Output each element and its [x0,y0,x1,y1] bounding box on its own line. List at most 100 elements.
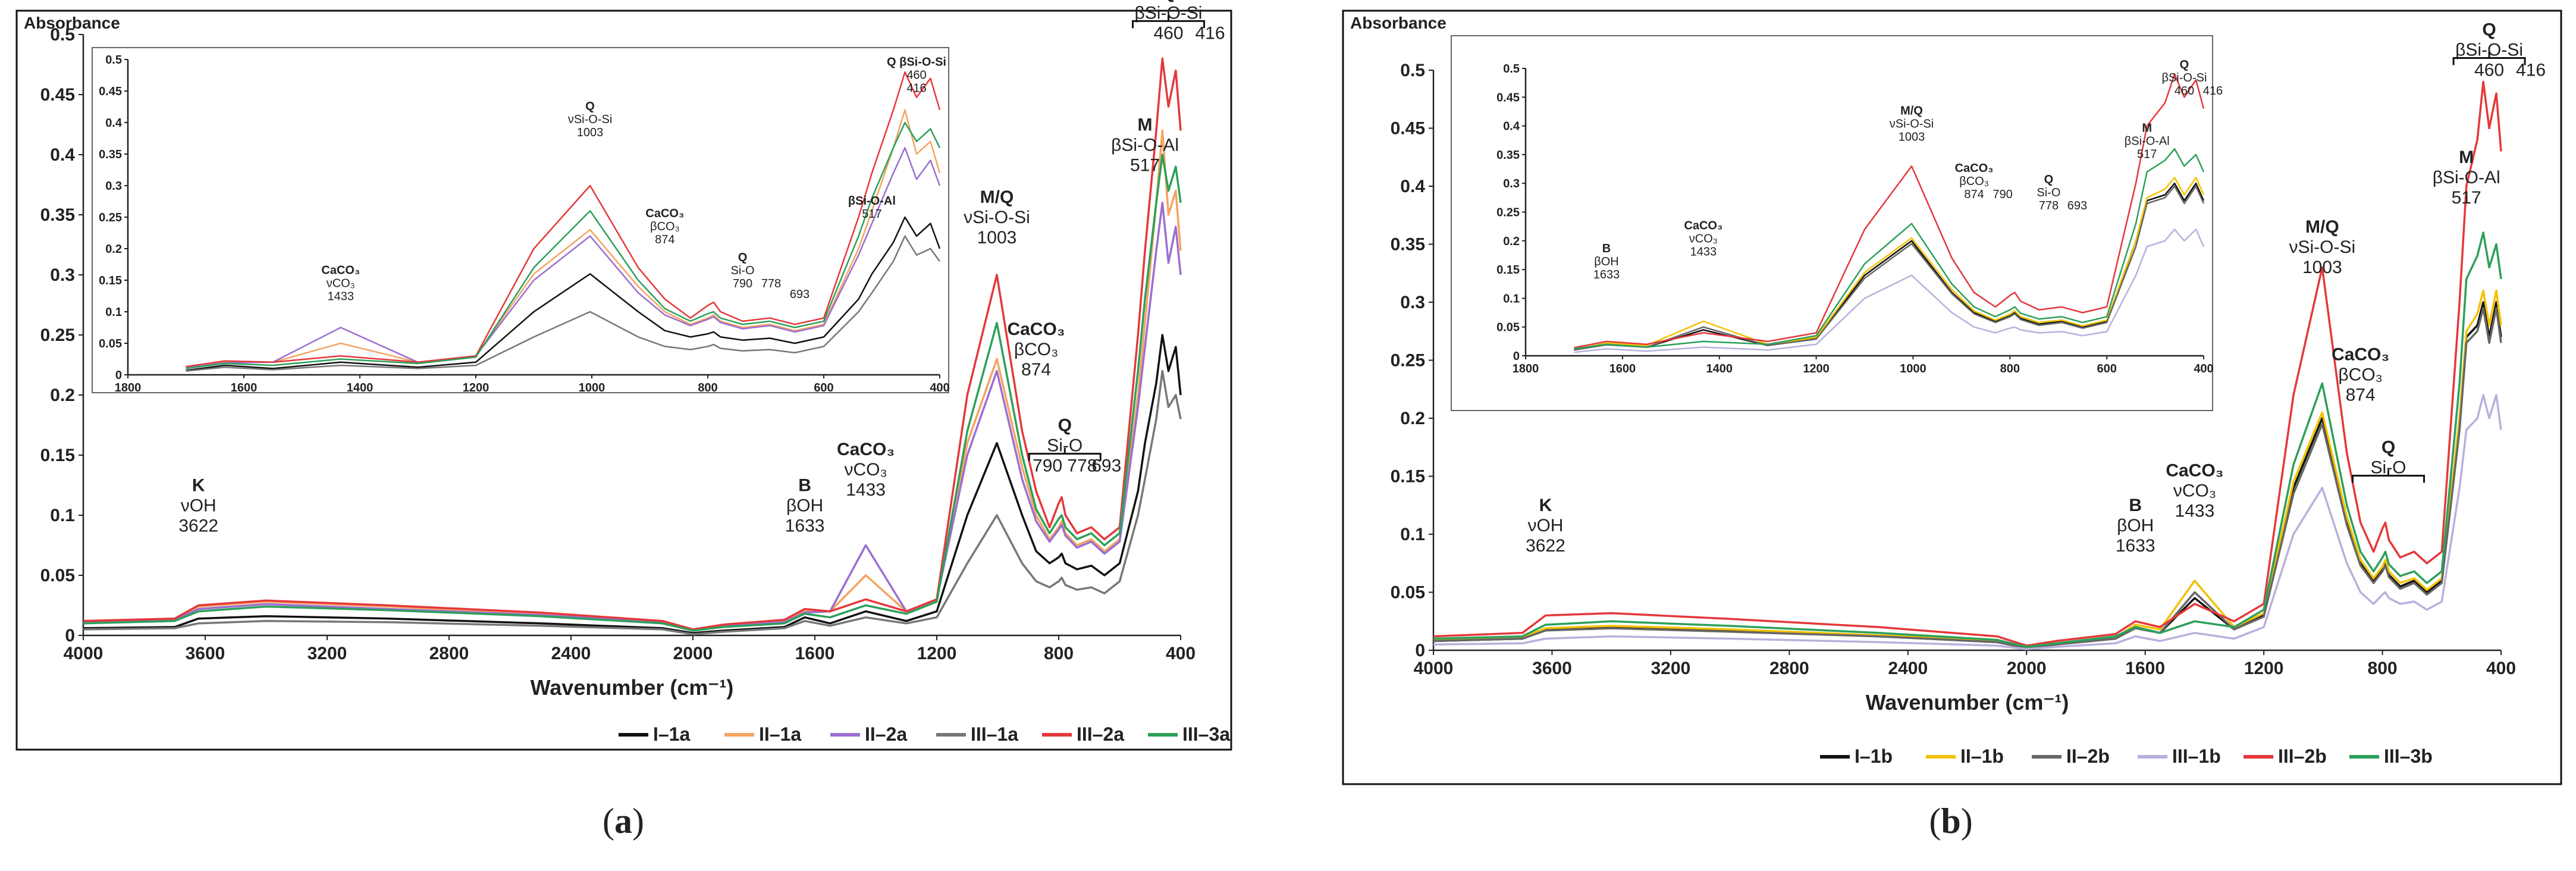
inset-annotation-wavenumber: 778 [2039,199,2059,212]
annotation-mode: βCO₃ [1014,340,1058,359]
y-tick-label: 0.45 [1391,119,1425,139]
x-tick-label: 400 [1166,644,1196,663]
inset-y-tick-label: 0.15 [99,274,122,287]
annotation-label: CaCO₃ [2166,461,2223,481]
series-line-III–1b [1433,394,2502,650]
legend-entry: III–3a [1182,723,1230,745]
annotation-label: CaCO₃ [2332,345,2389,365]
inset-annotation-label: B [1602,242,1611,255]
x-axis-label: Wavenumber (cm⁻¹) [1866,690,2069,715]
inset-series-line-III–1a [186,235,941,372]
series-line-III–3a [83,153,1182,632]
inset-y-tick-label: 0.35 [99,148,122,161]
x-tick-label: 2800 [1769,659,1809,678]
y-tick-label: 0.5 [1400,61,1425,80]
panel-caption: (a) [603,801,644,841]
inset-x-tick-label: 400 [2194,362,2213,375]
inset-y-tick-label: 0.25 [99,211,122,224]
x-tick-label: 2400 [1888,659,1928,678]
inset-annotation-wavenumber: 416 [906,82,926,95]
annotation-mode: νCO₃ [2173,481,2216,501]
inset-x-tick-label: 1400 [347,381,374,394]
legend-entry: II–1a [759,723,801,745]
y-tick-label: 0.05 [40,566,75,585]
inset-annotation-label: Q [2180,58,2189,71]
y-tick-label: 0.1 [50,506,75,525]
inset-annotation-mode: νSi-O-Si [1890,117,1934,130]
inset-annotation-mode: 460 [906,69,926,82]
inset-annotation-mode: βSi-O-Al [2125,134,2170,148]
legend-entry: II–2a [865,723,907,745]
y-tick-label: 0.45 [40,85,75,105]
annotation-bracket [2352,469,2426,483]
panel-caption: (b) [1929,801,1972,841]
legend-entry: II–1b [1960,745,2004,767]
y-tick-label: 0.35 [40,205,75,225]
panel-b: 4000 3600 3200 2800 2400 2000 1600 1200 800 40000… [1342,10,2562,841]
inset-series-line-III–2a [186,71,941,368]
inset-x-tick-label: 800 [2000,362,2020,375]
annotation-mode: νSi-O-Si [2289,237,2356,257]
inset-annotation-label: Q βSi-O-Si [887,56,946,69]
x-tick-label: 1600 [795,644,835,663]
inset-x-tick-label: 1600 [1609,362,1636,375]
y-tick-label: 0.3 [50,265,75,285]
inset-series-line-III–3b [1574,148,2205,350]
inset-series-line-III–3a [186,121,941,369]
y-tick-label: 0.05 [1391,583,1425,603]
x-tick-label: 3200 [308,644,347,663]
x-tick-label: 800 [2368,659,2398,678]
inset-y-tick-label: 0.2 [105,243,122,256]
annotation-label: K [192,476,205,496]
y-tick-label: 0.35 [1391,235,1425,255]
inset-annotation-mode: νCO₃ [1689,232,1718,245]
inset-frame [1451,35,2213,411]
inset-annotation-wavenumber: 1003 [577,126,604,139]
y-axis-label: Absorbance [1350,14,1447,32]
y-tick-label: 0.2 [50,386,75,405]
inset-y-tick-label: 0.4 [105,117,123,130]
annotation-wavenumber: 460 [1153,23,1183,43]
annotation-bracket [2452,52,2526,65]
annotation-wavenumber: 874 [2346,386,2376,405]
annotation-label: B [798,476,811,496]
inset-annotation-wavenumber: 1003 [1899,130,1925,143]
annotation-mode: νCO₃ [844,460,887,480]
inset-y-tick-label: 0.25 [1496,206,1520,220]
inset-annotation-wavenumber: 1633 [1593,268,1620,281]
inset-annotation-mode: βOH [1594,255,1619,268]
x-tick-label: 2000 [673,644,713,663]
inset-y-tick-label: 0.2 [1503,235,1520,248]
inset-y-tick-label: 0.3 [105,180,122,193]
inset-annotation-label: Q [2044,173,2054,186]
inset-annotation-label: βSi-O-Al [848,195,896,208]
annotation-wavenumber: 874 [1021,360,1051,380]
annotation-label: Q [1058,416,1072,436]
inset-x-tick-label: 1000 [1900,362,1926,375]
annotation-wavenumber: 517 [2452,188,2481,208]
y-tick-label: 0.2 [1400,409,1425,428]
annotation-label: M [2459,148,2474,167]
annotation-wavenumber: 1633 [2116,536,2155,556]
y-tick-label: 0.15 [40,446,75,465]
inset-frame [92,47,949,393]
x-tick-label: 3600 [186,644,225,663]
inset-y-tick-label: 0 [115,369,122,382]
annotation-label: M/Q [2305,217,2339,237]
inset-annotation-label: Q [585,100,595,113]
y-tick-label: 0.1 [1400,525,1425,544]
inset-annotation-wavenumber: 1433 [1690,245,1717,258]
y-tick-label: 0.4 [50,145,75,165]
x-tick-label: 4000 [1414,659,1454,678]
panel-caption-letter: b [1941,801,1960,841]
inset-series-line-II–2b [1574,185,2205,351]
inset-annotation-mode: νSi-O-Si [568,113,612,126]
y-tick-label: 0.3 [1400,293,1425,312]
inset-annotation-mode: βCO₃ [650,220,680,233]
inset-y-tick-label: 0.5 [105,54,122,67]
x-tick-label: 400 [2486,659,2516,678]
inset-x-tick-label: 600 [2097,362,2116,375]
x-tick-label: 4000 [64,644,103,663]
inset-y-tick-label: 0.45 [99,85,122,98]
